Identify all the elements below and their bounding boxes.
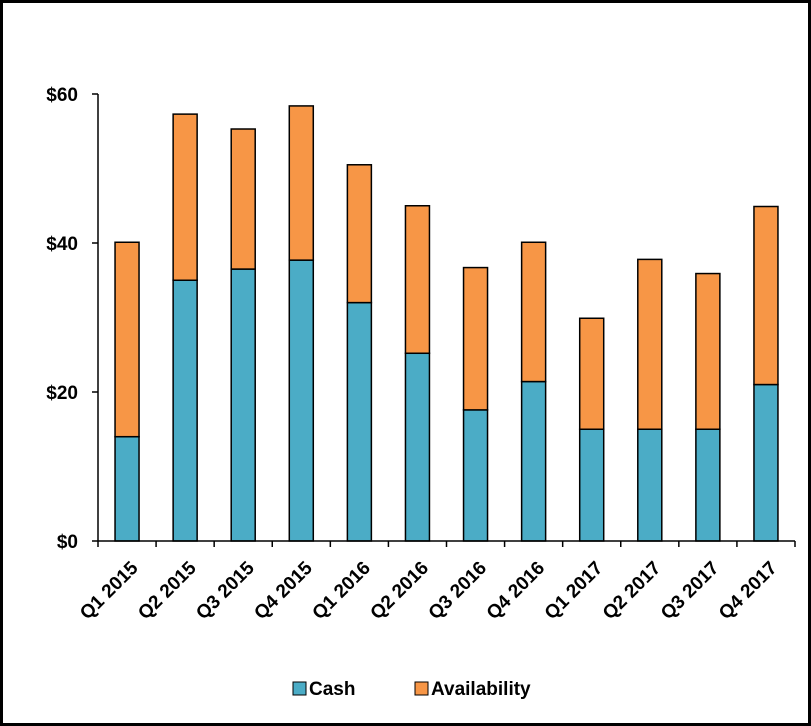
bar-availability-q4-2016 xyxy=(520,241,547,383)
y-tick-label: $0 xyxy=(57,532,78,553)
x-tick-label: Q1 2015 xyxy=(76,557,143,624)
legend-label-cash: Cash xyxy=(309,679,355,700)
bar-availability-q1-2016 xyxy=(346,164,373,304)
y-tick-label: $40 xyxy=(46,234,78,255)
x-tick-label: Q1 2016 xyxy=(309,558,375,624)
bar-cash-q4-2017 xyxy=(753,383,779,542)
bar-availability-q1-2015 xyxy=(114,241,140,438)
y-tick-label: $20 xyxy=(46,383,78,404)
axes-group xyxy=(97,94,796,547)
bar-cash-q2-2017 xyxy=(637,428,663,542)
x-tick-label: Q4 2016 xyxy=(483,558,549,624)
bar-cash-q2-2016 xyxy=(404,352,431,542)
x-tick-label: Q2 2017 xyxy=(599,558,665,624)
y-axis-ticks: $0 $20 $40 $60 xyxy=(46,85,98,553)
bar-cash-q2-2015 xyxy=(172,279,198,542)
bar-cash-q3-2017 xyxy=(695,428,721,542)
bar-availability-q2-2017 xyxy=(637,258,663,431)
bar-availability-q4-2015 xyxy=(288,105,315,261)
bar-cash-q1-2015 xyxy=(114,435,140,542)
legend-swatch-availability xyxy=(414,681,429,696)
x-tick-label: Q1 2017 xyxy=(541,558,607,624)
bars-group xyxy=(114,105,779,542)
bar-availability-q1-2017 xyxy=(578,317,605,430)
legend-label-availability: Availability xyxy=(431,679,531,700)
bar-availability-q3-2015 xyxy=(230,128,256,270)
x-tick-label: Q3 2016 xyxy=(425,558,491,624)
x-tick-label: Q2 2016 xyxy=(367,558,433,624)
x-tick-label: Q4 2015 xyxy=(250,557,317,624)
bar-availability-q2-2016 xyxy=(404,205,431,355)
bar-cash-q3-2015 xyxy=(230,268,256,542)
bar-availability-q2-2015 xyxy=(172,113,198,282)
bar-cash-q4-2015 xyxy=(288,259,315,542)
bar-availability-q3-2017 xyxy=(695,272,721,430)
bar-cash-q1-2016 xyxy=(346,301,373,542)
legend: Cash Availability xyxy=(292,679,531,700)
bar-cash-q4-2016 xyxy=(520,380,547,542)
x-tick-label: Q3 2015 xyxy=(192,557,259,624)
bar-cash-q1-2017 xyxy=(578,428,605,542)
x-tick-label: Q4 2017 xyxy=(715,558,781,624)
x-tick-label: Q2 2015 xyxy=(134,557,201,624)
bar-cash-q3-2016 xyxy=(462,409,489,542)
x-tick-label: Q3 2017 xyxy=(657,558,723,624)
bar-availability-q4-2017 xyxy=(753,205,779,386)
legend-swatch-cash xyxy=(292,681,307,696)
y-tick-label: $60 xyxy=(46,85,78,106)
bar-availability-q3-2016 xyxy=(462,266,489,411)
